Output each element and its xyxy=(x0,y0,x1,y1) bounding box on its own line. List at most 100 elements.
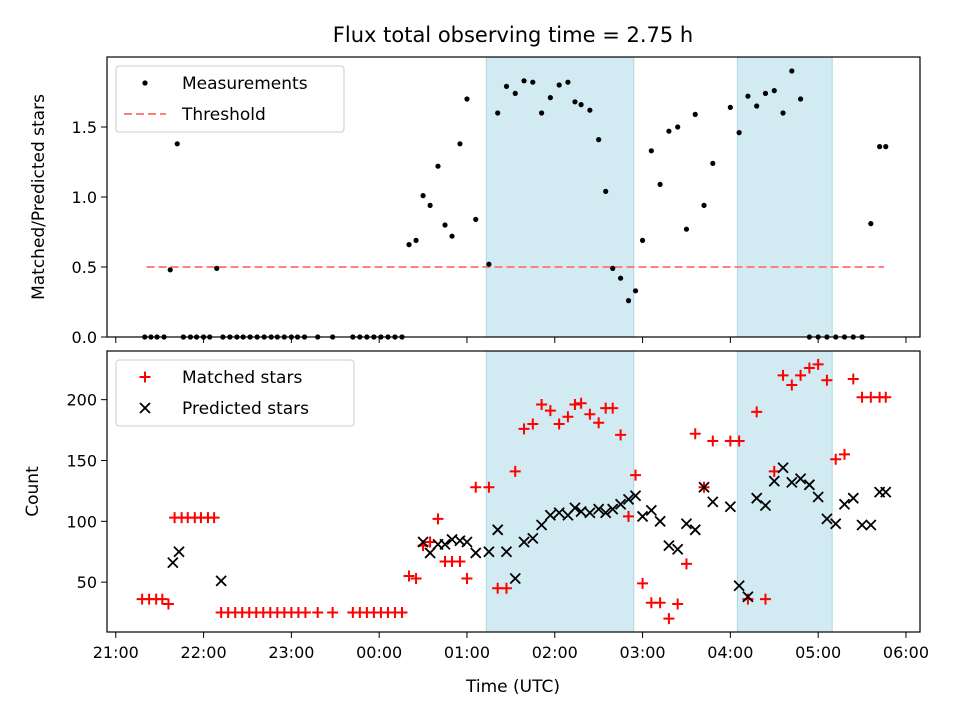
counts-series-1-point-39 xyxy=(724,501,736,513)
x-tick-label-7: 04:00 xyxy=(707,643,753,662)
counts-series-1-point-57 xyxy=(880,486,892,498)
counts-series-1-point-51 xyxy=(830,518,842,530)
ratio-y-tick-label-3: 1.5 xyxy=(72,118,97,137)
counts-series-1-point-33 xyxy=(663,539,675,552)
ratio-series-0-point-57 xyxy=(587,107,593,113)
ratio-series-0 xyxy=(142,68,889,340)
ratio-series-0-point-69 xyxy=(683,226,690,232)
counts-series-1-point-32 xyxy=(654,515,666,527)
counts-series-1-point-48 xyxy=(803,479,816,491)
counts-series-0-point-11 xyxy=(208,512,220,524)
counts-series-1-point-35 xyxy=(680,518,693,530)
counts-series-1-point-26 xyxy=(607,503,619,515)
counts-series-0-point-81 xyxy=(795,369,807,381)
ratio-series-0-point-56 xyxy=(578,102,584,108)
counts-series-1-point-49 xyxy=(812,491,824,503)
counts-series-1-point-53 xyxy=(847,492,859,504)
ratio-series-0-point-67 xyxy=(666,128,672,134)
ratio-series-0-point-50 xyxy=(530,79,536,85)
counts-series-1-point-3 xyxy=(417,536,429,548)
counts-series-0-point-56 xyxy=(575,397,587,409)
counts-series-0-point-86 xyxy=(838,448,850,460)
counts-series-0-point-53 xyxy=(553,418,565,430)
ratio-series-0-point-43 xyxy=(464,96,470,102)
counts-series-0-point-26 xyxy=(327,607,339,619)
counts-series-0-point-64 xyxy=(637,577,649,589)
ratio-shaded-interval-0 xyxy=(486,57,634,337)
ratio-series-0-point-48 xyxy=(512,90,518,96)
counts-series-1-point-0 xyxy=(167,557,179,569)
counts-series-1-point-50 xyxy=(821,513,833,525)
ratio-series-0-point-42 xyxy=(457,141,463,147)
counts-series-0-point-38 xyxy=(424,536,436,548)
counts-series-0-point-25 xyxy=(312,607,324,619)
ratio-panel: 0.0 0.5 1.0 1.5 Matched/Predicted stars Measu… xyxy=(29,56,921,347)
counts-series-1-point-47 xyxy=(794,473,807,485)
counts-series-1-point-37 xyxy=(698,481,710,493)
ratio-series-0-point-66 xyxy=(657,181,663,187)
counts-series-1-point-52 xyxy=(838,498,851,510)
counts-series-0-point-50 xyxy=(527,418,539,430)
counts-series-1-point-41 xyxy=(742,591,754,603)
counts-series-0-point-87 xyxy=(847,373,859,385)
counts-series-0-point-84 xyxy=(821,374,833,386)
counts-series-1-point-36 xyxy=(689,524,701,536)
ratio-legend-marker-0 xyxy=(142,80,148,86)
counts-y-tick-label-3: 200 xyxy=(66,391,97,410)
counts-legend: Matched stars Predicted stars xyxy=(115,359,355,427)
counts-legend-label-1: Predicted stars xyxy=(182,399,309,419)
counts-series-0-point-58 xyxy=(593,417,605,429)
ratio-y-tick-label-2: 1.0 xyxy=(72,188,97,207)
counts-series-1-point-27 xyxy=(614,498,627,510)
ratio-y-axis-label: Matched/Predicted stars xyxy=(29,94,49,300)
counts-legend-marker-1 xyxy=(139,402,151,414)
x-tick-label-9: 06:00 xyxy=(883,643,929,662)
counts-y-tick-label-0: 50 xyxy=(77,573,97,592)
x-tick-label-5: 02:00 xyxy=(532,643,578,662)
ratio-series-0-point-46 xyxy=(495,110,501,116)
ratio-series-0-point-91 xyxy=(883,144,889,150)
counts-series-1-point-38 xyxy=(707,496,719,508)
counts-series-0-point-69 xyxy=(680,558,692,570)
ratio-series-0-point-62 xyxy=(625,298,632,304)
counts-series-0-point-68 xyxy=(672,598,684,610)
counts-series-0-point-42 xyxy=(454,555,466,567)
ratio-series-0-point-81 xyxy=(797,96,804,102)
counts-series-1-point-18 xyxy=(544,509,557,521)
counts-series-0-point-35 xyxy=(403,570,415,582)
ratio-series-0-point-89 xyxy=(868,221,874,227)
ratio-series-0-point-64 xyxy=(639,237,646,243)
ratio-series-0-point-75 xyxy=(745,93,751,99)
ratio-series-0-point-79 xyxy=(780,110,786,116)
ratio-series-0-point-37 xyxy=(420,193,426,199)
counts-series-1-point-34 xyxy=(672,543,684,555)
counts-shaded-interval-0 xyxy=(486,351,634,632)
ratio-series-0-point-55 xyxy=(572,99,578,105)
counts-series-1-point-42 xyxy=(751,492,763,504)
ratio-series-0-point-78 xyxy=(771,88,777,94)
ratio-series-0-point-77 xyxy=(762,90,769,96)
x-tick-label-6: 03:00 xyxy=(620,643,666,662)
counts-series-1-point-55 xyxy=(865,519,877,531)
ratio-series-0-point-65 xyxy=(648,148,654,154)
x-tick-label-3: 00:00 xyxy=(356,643,402,662)
ratio-legend-label-0: Measurements xyxy=(182,74,308,94)
chart-title: Flux total observing time = 2.75 h xyxy=(333,23,693,47)
counts-panel: 50 100 150 200 21:00 22:00 23:00 00:00 01:00 02:0… xyxy=(23,350,929,662)
counts-series-0-point-74 xyxy=(733,435,745,447)
ratio-series-0-point-44 xyxy=(473,216,479,222)
ratio-series-0-point-72 xyxy=(710,160,716,166)
counts-series-0-point-55 xyxy=(569,399,581,411)
counts-series-1-point-12 xyxy=(492,524,504,536)
counts-series-1-point-29 xyxy=(629,490,642,502)
ratio-series-0-point-5 xyxy=(174,141,180,147)
ratio-series-0-point-90 xyxy=(877,144,883,150)
ratio-shaded-interval-1 xyxy=(737,57,833,337)
counts-series-1-point-31 xyxy=(645,504,657,516)
counts-axes-frame xyxy=(106,350,921,633)
counts-series-0-point-79 xyxy=(777,369,789,381)
ratio-series-0-point-41 xyxy=(449,233,455,239)
counts-series-0-point-78 xyxy=(768,465,780,477)
ratio-series-0-point-61 xyxy=(618,275,624,281)
